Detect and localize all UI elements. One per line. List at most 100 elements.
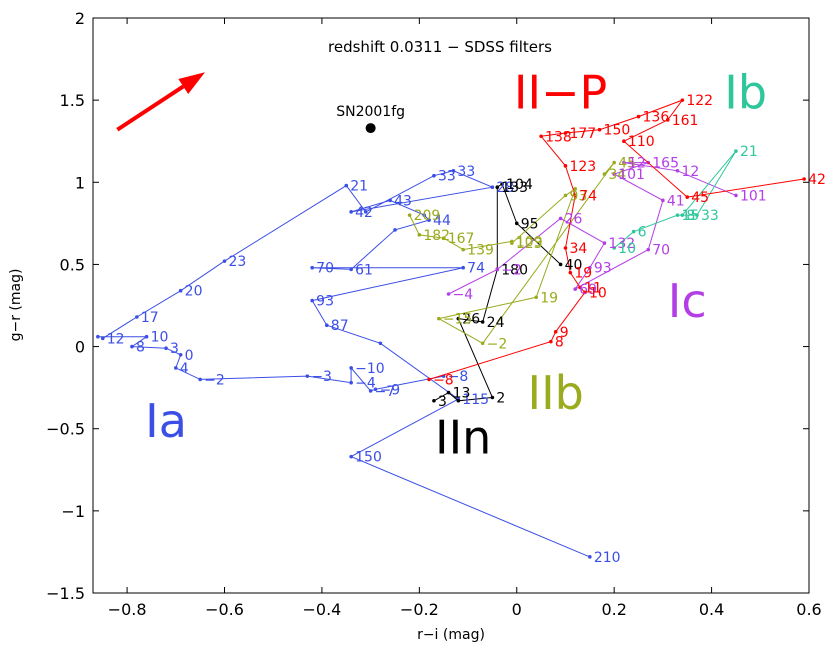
data-point: [622, 160, 626, 165]
data-label: 4: [180, 361, 189, 377]
data-label: 122: [686, 93, 713, 109]
data-label: 210: [594, 550, 621, 566]
x-tick-label: −0.8: [108, 600, 147, 619]
data-point: [480, 341, 485, 346]
y-tick-label: 0.5: [60, 255, 85, 274]
data-label: 123: [516, 236, 543, 252]
data-label: 101: [618, 167, 645, 183]
data-point: [349, 454, 353, 459]
data-label: 110: [628, 134, 655, 150]
data-point: [427, 218, 431, 222]
data-point: [685, 195, 690, 199]
data-label: 133: [501, 180, 528, 196]
data-label: 12: [681, 164, 699, 180]
data-point: [164, 346, 168, 351]
y-tick-label: 1: [75, 173, 85, 192]
data-point: [456, 316, 461, 321]
plot-frame: [92, 17, 810, 594]
y-axis-label: g−r (mag): [8, 269, 24, 342]
data-point: [451, 168, 456, 173]
data-label: 19: [574, 266, 592, 282]
data-label: 23: [229, 254, 247, 270]
data-point: [456, 398, 461, 403]
data-point: [588, 555, 592, 559]
data-label: 209: [414, 208, 441, 224]
data-label: 109: [516, 234, 543, 250]
data-point: [568, 270, 573, 275]
y-tick-label: 1.5: [60, 91, 85, 110]
type-label: Ia: [145, 394, 187, 448]
data-point: [490, 395, 495, 400]
data-point: [563, 246, 568, 250]
data-point: [422, 213, 427, 217]
data-point: [441, 236, 446, 240]
data-label: 33: [701, 208, 719, 224]
data-label: 42: [355, 205, 373, 221]
data-point: [388, 198, 392, 203]
data-label: −4: [355, 376, 376, 392]
data-point: [432, 173, 436, 178]
data-label: −2: [204, 372, 225, 388]
data-label: 45: [618, 156, 636, 172]
data-point: [174, 366, 178, 370]
data-point: [500, 182, 504, 186]
data-label: 104: [506, 177, 533, 193]
data-label: 180: [501, 262, 528, 278]
data-point: [144, 334, 149, 339]
data-label: −3: [311, 369, 332, 385]
data-point: [563, 164, 568, 168]
x-axis-label: r−i (mag): [417, 627, 485, 643]
data-label: 3: [438, 394, 447, 410]
data-label: 167: [448, 231, 475, 247]
data-label: 95: [521, 216, 539, 232]
data-point: [495, 267, 500, 272]
data-point: [549, 339, 553, 344]
data-label: 93: [569, 188, 587, 204]
data-point: [588, 265, 592, 270]
data-point: [198, 377, 202, 382]
data-point: [446, 390, 451, 395]
data-point: [636, 114, 641, 119]
type-label: IIn: [435, 410, 491, 464]
series-line-ii-p: [428, 99, 805, 380]
data-point: [344, 183, 349, 188]
data-label: 8: [555, 335, 564, 351]
data-point: [310, 298, 314, 303]
type-label: IIb: [528, 366, 584, 420]
data-point: [612, 172, 616, 176]
data-label: −2: [487, 336, 508, 352]
data-point: [695, 213, 699, 217]
data-label: 21: [740, 144, 758, 160]
data-label: 11: [584, 280, 602, 296]
data-label: 139: [467, 243, 494, 259]
data-label: 33: [457, 164, 475, 180]
data-point: [665, 118, 670, 122]
data-label: 93: [594, 261, 612, 277]
data-label: 8: [686, 208, 695, 224]
y-tick-label: −1: [61, 502, 85, 521]
data-point: [407, 213, 412, 217]
data-point: [802, 177, 806, 181]
data-label: 43: [394, 193, 412, 209]
data-label: 17: [141, 310, 159, 326]
data-point: [446, 292, 451, 296]
data-point: [602, 241, 607, 245]
x-tick-label: −0.6: [205, 600, 244, 619]
data-label: 42: [808, 172, 826, 188]
data-label: 8: [136, 340, 145, 356]
data-point: [734, 149, 738, 153]
data-point: [310, 265, 314, 270]
data-label: 41: [667, 193, 685, 209]
data-label: 3: [170, 341, 179, 357]
data-point: [461, 265, 465, 270]
data-label: 123: [569, 159, 596, 175]
y-tick-label: 2: [75, 9, 85, 28]
data-point: [631, 229, 636, 234]
reddening-arrow-shaft: [116, 84, 185, 132]
data-label: 74: [579, 188, 597, 204]
x-tick-label: 0.2: [601, 600, 626, 619]
data-point: [558, 216, 563, 221]
data-point: [622, 139, 626, 144]
